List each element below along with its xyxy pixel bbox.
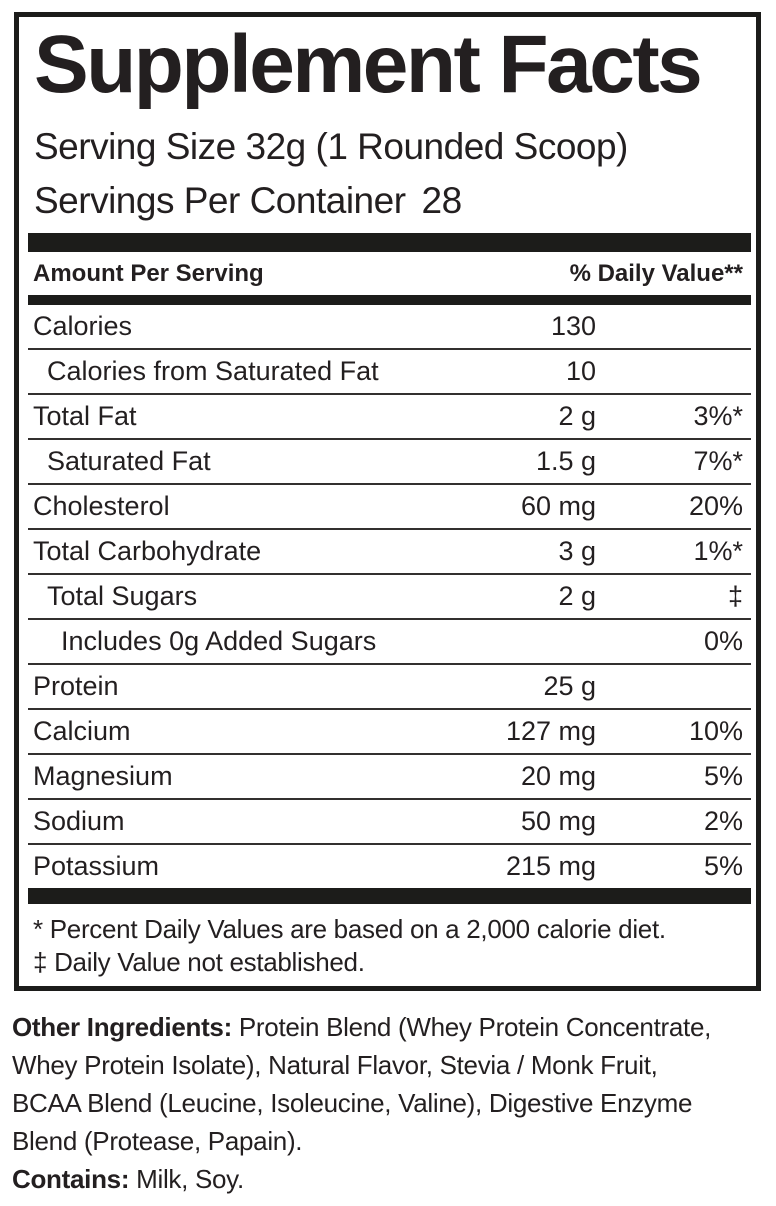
nutrient-amount: 20 mg <box>520 761 596 791</box>
nutrient-table: Calories 130 Calories from Saturated Fat… <box>28 305 751 888</box>
footnote-daily-values: * Percent Daily Values are based on a 2,… <box>33 914 666 944</box>
table-row: Total Carbohydrate 3 g 1%* <box>28 530 751 575</box>
ingredients-line-bold: Contains: <box>12 1164 130 1194</box>
table-row: Sodium 50 mg 2% <box>28 800 751 845</box>
nutrient-amount: 50 mg <box>520 806 596 836</box>
serving-size: Serving Size 32g (1 Rounded Scoop) <box>34 126 628 167</box>
servings-per-container-value: 28 <box>421 180 463 221</box>
nutrient-name: Magnesium <box>33 761 173 791</box>
nutrient-amount: 215 mg <box>505 851 596 881</box>
ingredients-line-text: Milk, Soy. <box>129 1164 244 1194</box>
serving-info: Serving Size 32g (1 Rounded Scoop) Servi… <box>28 120 751 228</box>
nutrient-daily-value: 3%* <box>693 401 743 431</box>
nutrient-amount: 25 g <box>543 671 596 701</box>
supplement-facts-panel: Supplement Facts Serving Size 32g (1 Rou… <box>14 12 761 991</box>
ingredients-line: Blend (Protease, Papain). <box>12 1122 772 1160</box>
table-row: Calories from Saturated Fat 10 <box>28 350 751 395</box>
ingredients-line-bold: Other Ingredients: <box>12 1012 232 1042</box>
table-row: Includes 0g Added Sugars 0% <box>28 620 751 665</box>
nutrient-amount: 130 <box>550 311 596 341</box>
nutrient-amount: 2 g <box>558 401 596 431</box>
nutrient-daily-value: 5% <box>703 761 743 791</box>
nutrient-daily-value: 2% <box>703 806 743 836</box>
ingredients-line: Contains: Milk, Soy. <box>12 1160 772 1198</box>
table-row: Total Fat 2 g 3%* <box>28 395 751 440</box>
nutrient-amount: 3 g <box>558 536 596 566</box>
table-row: Total Sugars 2 g ‡ <box>28 575 751 620</box>
nutrient-daily-value: ‡ <box>727 581 743 611</box>
medium-divider <box>28 295 751 305</box>
nutrient-name: Protein <box>33 671 119 701</box>
nutrient-name: Saturated Fat <box>47 446 211 476</box>
table-row: Saturated Fat 1.5 g 7%* <box>28 440 751 485</box>
nutrient-name: Calories <box>33 311 133 341</box>
nutrient-daily-value: 5% <box>703 851 743 881</box>
nutrient-name: Total Carbohydrate <box>33 536 262 566</box>
nutrient-daily-value: 20% <box>688 491 743 521</box>
nutrient-name: Calcium <box>33 716 131 746</box>
daily-value-header: % Daily Value** <box>569 259 743 287</box>
nutrient-amount: 2 g <box>558 581 596 611</box>
ingredients-section: Other Ingredients: Protein Blend (Whey P… <box>12 1008 772 1198</box>
thick-divider-top <box>28 233 751 252</box>
ingredients-line-text: Blend (Protease, Papain). <box>12 1126 303 1156</box>
servings-per-container: Servings Per Container 28 <box>34 174 751 228</box>
nutrient-name: Total Sugars <box>47 581 198 611</box>
nutrient-name: Cholesterol <box>33 491 170 521</box>
table-header: Amount Per Serving % Daily Value** <box>28 252 751 295</box>
nutrient-daily-value: 7%* <box>693 446 743 476</box>
thick-divider-bottom <box>28 888 751 904</box>
nutrient-amount: 1.5 g <box>535 446 596 476</box>
table-row: Cholesterol 60 mg 20% <box>28 485 751 530</box>
table-row: Calories 130 <box>28 305 751 350</box>
nutrient-amount: 127 mg <box>505 716 596 746</box>
ingredients-line: Other Ingredients: Protein Blend (Whey P… <box>12 1008 772 1046</box>
footnote-not-established: ‡ Daily Value not established. <box>33 947 365 977</box>
nutrient-daily-value: 10% <box>688 716 743 746</box>
table-row: Magnesium 20 mg 5% <box>28 755 751 800</box>
ingredients-line: Whey Protein Isolate), Natural Flavor, S… <box>12 1046 772 1084</box>
table-row: Calcium 127 mg 10% <box>28 710 751 755</box>
table-row: Protein 25 g <box>28 665 751 710</box>
nutrient-daily-value: 0% <box>703 626 743 656</box>
ingredients-line-text: BCAA Blend (Leucine, Isoleucine, Valine)… <box>12 1088 693 1118</box>
nutrient-name: Includes 0g Added Sugars <box>61 626 377 656</box>
nutrient-name: Calories from Saturated Fat <box>47 356 379 386</box>
ingredients-line-text: Protein Blend (Whey Protein Concentrate, <box>231 1012 712 1042</box>
nutrient-daily-value: 1%* <box>693 536 743 566</box>
servings-per-container-label: Servings Per Container <box>34 180 406 221</box>
nutrient-name: Potassium <box>33 851 160 881</box>
nutrient-amount: 10 <box>565 356 596 386</box>
ingredients-line-text: Whey Protein Isolate), Natural Flavor, S… <box>12 1050 658 1080</box>
ingredients-line: BCAA Blend (Leucine, Isoleucine, Valine)… <box>12 1084 772 1122</box>
table-row: Potassium 215 mg 5% <box>28 845 751 888</box>
nutrient-name: Sodium <box>33 806 125 836</box>
panel-title: Supplement Facts <box>34 19 703 110</box>
amount-per-serving-header: Amount Per Serving <box>33 259 264 287</box>
nutrient-amount: 60 mg <box>520 491 596 521</box>
nutrient-name: Total Fat <box>33 401 137 431</box>
footnotes: * Percent Daily Values are based on a 2,… <box>28 904 751 979</box>
